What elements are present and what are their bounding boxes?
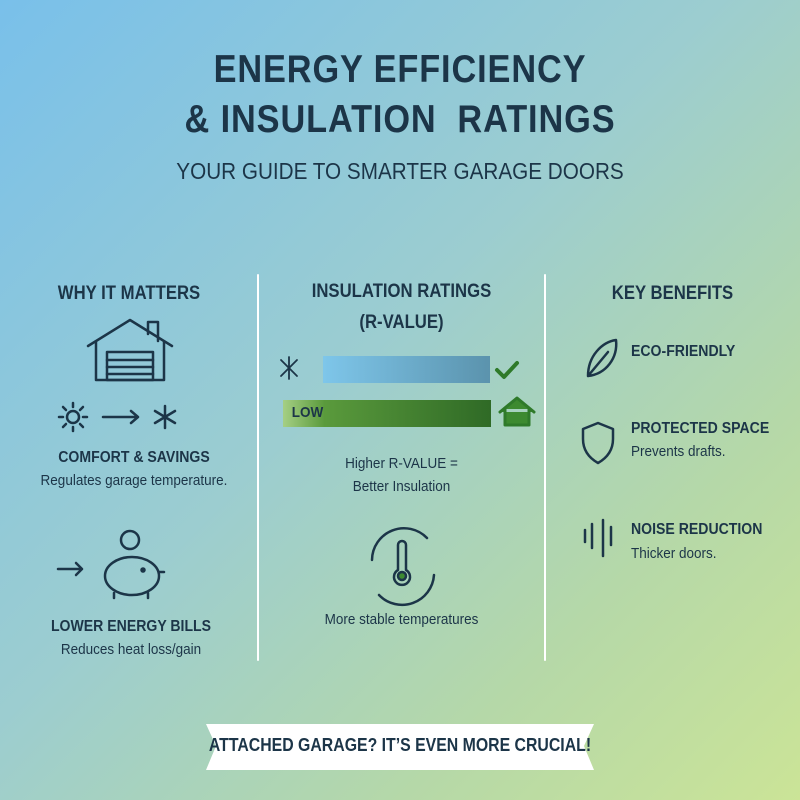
item-title: NOISE REDUCTION: [631, 521, 763, 538]
item-text: Reduces heat loss/gain: [60, 641, 202, 658]
leaf-icon: [586, 338, 618, 378]
shield-icon: [581, 421, 615, 465]
heading: INSULATION RATINGS: [311, 281, 492, 302]
heading: KEY BENEFITS: [611, 283, 734, 304]
banner-text: ATTACHED GARAGE? IT’S EVEN MORE CRUCIAL!: [208, 735, 592, 755]
sound-icon: [583, 518, 613, 558]
item-text: Regulates garage temperature.: [40, 472, 228, 489]
piggy-icon: [103, 529, 166, 600]
house-icon: [498, 396, 536, 427]
subtitle: YOUR GUIDE TO SMARTER GARAGE DOORS: [176, 158, 624, 184]
title: & INSULATION RATINGS: [184, 98, 616, 141]
item-title: COMFORT & SAVINGS: [58, 449, 210, 466]
thermo-icon: [370, 527, 436, 607]
heading: WHY IT MATTERS: [57, 283, 201, 304]
item-text: Prevents drafts.: [631, 443, 726, 460]
item-title: PROTECTED SPACE: [631, 420, 770, 437]
arrow-icon: [101, 409, 140, 425]
garage-icon: [86, 318, 174, 382]
snow-icon: [153, 404, 177, 430]
arrow-icon: [56, 561, 84, 577]
caption: More stable temperatures: [324, 611, 479, 628]
banner-shape: [206, 724, 594, 770]
item-title: ECO-FRIENDLY: [631, 343, 736, 360]
check-icon: [495, 361, 519, 379]
title: ENERGY EFFICIENCY: [213, 48, 587, 91]
subheading: (R-VALUE): [359, 312, 444, 333]
item-text: Thicker doors.: [631, 545, 717, 562]
bar-cold: [283, 356, 491, 427]
sun-icon: [57, 401, 89, 433]
item-title: LOWER ENERGY BILLS: [50, 618, 212, 635]
note: Higher R-VALUE =: [345, 455, 458, 472]
note: Better Insulation: [352, 478, 451, 495]
cold-icon: [280, 356, 298, 380]
bar-label: LOW: [291, 404, 324, 421]
